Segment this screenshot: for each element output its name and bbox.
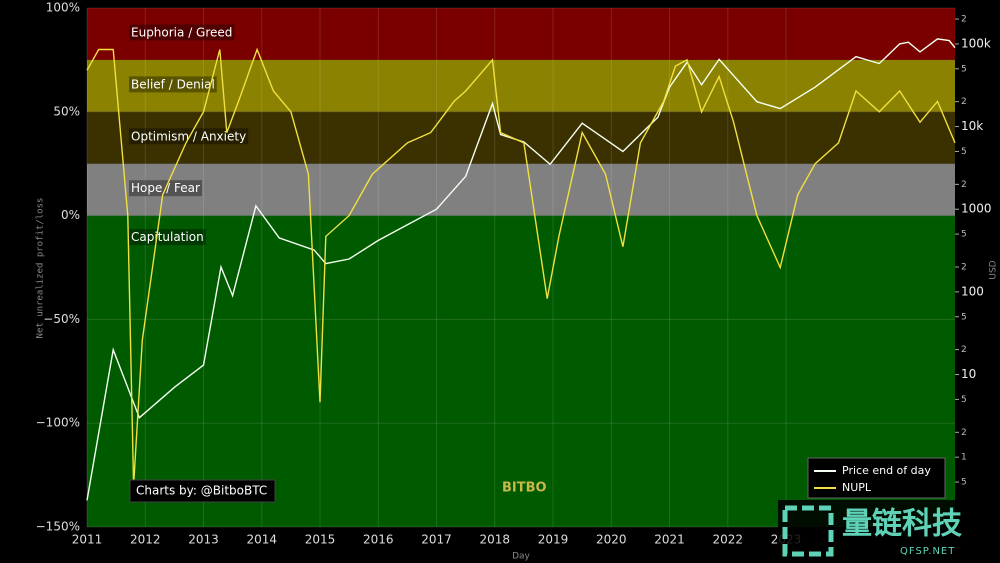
logo: BITBO (502, 481, 547, 496)
y2-tick-label: 5 (961, 312, 967, 322)
y2-tick-label: 5 (961, 64, 967, 74)
zone-band (87, 8, 955, 60)
zone-label: Belief / Denial (131, 77, 215, 91)
x-tick-label: 2020 (596, 533, 627, 547)
zone-label-bg (129, 128, 249, 145)
watermark-sub: QFSP.NET (900, 546, 955, 557)
y2-tick-label: 2 (961, 180, 967, 190)
y2-tick-label: 2 (961, 15, 967, 25)
credit-box (129, 479, 276, 503)
y-tick-label: −150% (36, 520, 80, 534)
zone-label-bg (129, 76, 217, 93)
x-tick-label: 2017 (421, 533, 452, 547)
y2-tick-label: 2 (961, 97, 967, 107)
y-tick-label: −50% (43, 312, 80, 326)
watermark-icon (782, 505, 834, 557)
zone-label: Euphoria / Greed (131, 26, 232, 40)
x-tick-label: 2013 (188, 533, 219, 547)
x-tick-label: 2015 (305, 533, 336, 547)
credit: Charts by: @BitboBTC (136, 484, 267, 498)
x-tick-label: 2014 (246, 533, 277, 547)
y2-tick-label: 2 (961, 345, 967, 355)
x-axis-label: Day (512, 552, 530, 562)
y2-tick-label: 10 (961, 367, 976, 381)
zone-label-bg (129, 24, 235, 41)
y2-tick-label: 5 (961, 147, 967, 157)
x-tick-label: 2016 (363, 533, 394, 547)
y2-tick-label: 5 (961, 230, 967, 240)
zone-label: Optimism / Anxiety (131, 129, 246, 143)
y-tick-label: 100% (46, 1, 80, 15)
zone-label-bg (129, 229, 206, 246)
y2-tick-label: 5 (961, 478, 967, 488)
y2-tick-label: 2 (961, 262, 967, 272)
y-tick-label: 50% (53, 104, 80, 118)
legend-label: NUPL (842, 481, 872, 494)
x-tick-label: 2021 (654, 533, 685, 547)
series-line (86, 38, 956, 501)
y2-tick-label: 5 (961, 395, 967, 405)
x-tick-label: 2012 (130, 533, 161, 547)
y2-tick-label: 10k (961, 119, 983, 133)
y2-axis-label: USD (989, 260, 999, 279)
y-tick-label: 0% (61, 208, 80, 222)
x-tick-label: 2019 (538, 533, 569, 547)
y-tick-label: −100% (36, 416, 80, 430)
series-line (86, 47, 956, 486)
watermark-text: 量链科技 (842, 507, 962, 542)
y2-tick-label: 2 (961, 428, 967, 438)
x-tick-label: 2018 (480, 533, 511, 547)
y2-tick-label: 1000 (961, 202, 992, 216)
y2-tick-label: 1 (961, 453, 967, 463)
zone-label: Capitulation (131, 230, 204, 244)
x-tick-label: 2022 (713, 533, 744, 547)
x-tick-label: 2011 (72, 533, 103, 547)
zone-band (87, 59, 955, 112)
y-axis-label: Net unrealized profit/loss (36, 198, 46, 339)
y2-tick-label: 100k (961, 36, 991, 50)
y2-tick-label: 100 (961, 284, 984, 298)
zone-band (87, 163, 955, 216)
legend-label: Price end of day (842, 464, 931, 477)
legend-box (807, 457, 946, 499)
